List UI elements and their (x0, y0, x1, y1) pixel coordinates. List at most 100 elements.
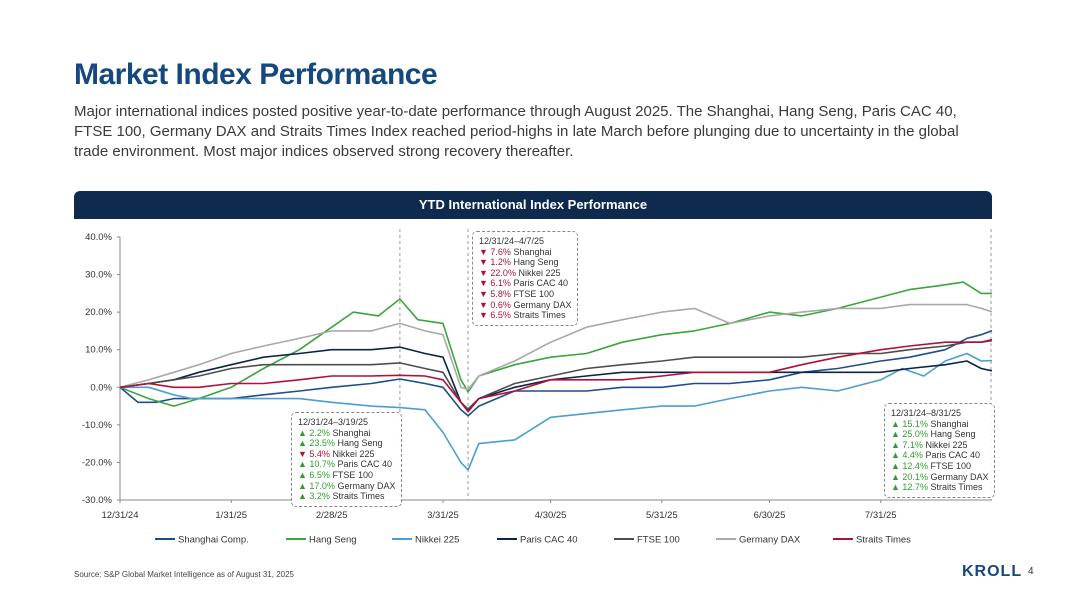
callout-row: ▼ 6.1% Paris CAC 40 (479, 278, 571, 289)
callout-box: 12/31/24–8/31/25 ▲ 15.1% Shanghai ▲ 25.0% … (884, 403, 996, 498)
down-arrow-icon: ▼ (479, 288, 491, 299)
callout-row: ▲ 12.4% FTSE 100 (891, 461, 988, 472)
callout-value: 1.2% (490, 257, 511, 268)
callout-value: 23.5% (309, 438, 335, 449)
callout-label: Nikkei 225 (922, 439, 968, 450)
callout-row: ▲ 15.1% Shanghai (891, 419, 988, 430)
page-subtitle: Major international indices posted posit… (74, 103, 959, 160)
callout-value: 20.1% (902, 471, 928, 482)
callout-label: Straits Times (510, 310, 566, 321)
down-arrow-icon: ▼ (479, 278, 491, 289)
callout-value: 22.0% (490, 267, 516, 278)
up-arrow-icon: ▲ (298, 438, 310, 449)
callout-value: 5.8% (490, 288, 511, 299)
series-line-shanghai-comp (119, 329, 993, 417)
legend-label: FTSE 100 (637, 535, 680, 546)
callout-label: Hang Seng (334, 438, 383, 449)
callout-row: ▼ 6.5% Straits Times (479, 310, 571, 321)
callout-row: ▲ 12.7% Straits Times (891, 482, 988, 493)
x-tick-label: 12/31/24 (102, 510, 139, 521)
up-arrow-icon: ▲ (891, 429, 903, 440)
callout-value: 6.5% (490, 310, 511, 321)
series-line-ftse-100 (119, 339, 993, 410)
legend-label: Germany DAX (739, 535, 801, 546)
callout-box: 12/31/24–3/19/25 ▲ 2.2% Shanghai ▲ 23.5% H… (291, 412, 403, 507)
up-arrow-icon: ▲ (891, 450, 903, 461)
callout-row: ▲ 17.0% Germany DAX (298, 481, 395, 492)
legend-label: Nikkei 225 (415, 535, 459, 546)
callout-label: Paris CAC 40 (510, 278, 568, 289)
series-line-germany-dax (119, 303, 993, 391)
up-arrow-icon: ▲ (298, 491, 310, 502)
callout-value: 15.1% (902, 418, 928, 429)
callout-value: 10.7% (309, 459, 335, 470)
up-arrow-icon: ▲ (891, 439, 903, 450)
y-tick-label: 0.0% (90, 382, 112, 393)
chart-axes: 40.0% 30.0% 20.0% 10.0% 0.0% -10.0% -20.0% -30.… (82, 232, 992, 521)
x-tick-label: 6/30/25 (754, 510, 786, 521)
callout-label: Nikkei 225 (329, 448, 375, 459)
callout-label: Straits Times (329, 491, 385, 502)
callout-value: 7.1% (902, 439, 923, 450)
callout-value: 6.5% (309, 469, 330, 480)
callout-label: FTSE 100 (510, 288, 554, 299)
callout-value: 25.0% (902, 429, 928, 440)
up-arrow-icon: ▲ (891, 418, 903, 429)
x-tick-label: 7/31/25 (865, 510, 897, 521)
x-tick-label: 1/31/25 (215, 510, 247, 521)
callout-row: ▼ 22.0% Nikkei 225 (479, 268, 571, 279)
down-arrow-icon: ▼ (479, 246, 491, 257)
chart-legend: Shanghai Comp. Hang Seng Nikkei 225 Paris C… (155, 535, 911, 546)
callout-row: ▲ 25.0% Hang Seng (891, 429, 988, 440)
up-arrow-icon: ▲ (298, 469, 310, 480)
legend-label: Paris CAC 40 (520, 535, 578, 546)
down-arrow-icon: ▼ (479, 310, 491, 321)
y-tick-label: -20.0% (82, 457, 113, 468)
callout-row: ▼ 5.8% FTSE 100 (479, 289, 571, 300)
x-tick-label: 5/31/25 (646, 510, 678, 521)
y-tick-label: 10.0% (85, 345, 112, 356)
series-line-nikkei-225 (120, 352, 993, 471)
page-title: Market Index Performance (74, 58, 438, 91)
callout-value: 12.4% (902, 460, 928, 471)
callout-box: 12/31/24–4/7/25 ▼ 7.6% Shanghai ▼ 1.2% Han… (472, 231, 579, 326)
callout-label: Straits Times (927, 482, 983, 493)
callout-label: Shanghai (329, 427, 371, 438)
callout-row: ▲ 2.2% Shanghai (298, 428, 395, 439)
callout-label: Hang Seng (510, 257, 559, 268)
callout-value: 7.6% (490, 246, 511, 257)
callout-value: 2.2% (309, 427, 330, 438)
callout-row: ▲ 10.7% Paris CAC 40 (298, 459, 395, 470)
callout-label: Germany DAX (927, 471, 989, 482)
legend-label: Hang Seng (309, 535, 357, 546)
callout-value: 12.7% (902, 482, 928, 493)
series-line-straits-times (119, 338, 993, 413)
page-number: 4 (1028, 566, 1034, 577)
callout-label: Nikkei 225 (515, 267, 561, 278)
callout-value: 3.2% (309, 491, 330, 502)
up-arrow-icon: ▲ (298, 427, 310, 438)
callout-label: Paris CAC 40 (334, 459, 392, 470)
callout-label: Germany DAX (334, 480, 396, 491)
legend-label: Shanghai Comp. (178, 535, 249, 546)
down-arrow-icon: ▼ (479, 257, 491, 268)
callout-row: ▲ 6.5% FTSE 100 (298, 470, 395, 481)
down-arrow-icon: ▼ (479, 267, 491, 278)
down-arrow-icon: ▼ (479, 299, 491, 310)
callout-label: Shanghai (927, 418, 969, 429)
chart-header: YTD International Index Performance (74, 191, 992, 219)
y-tick-label: 30.0% (85, 270, 112, 281)
up-arrow-icon: ▲ (891, 460, 903, 471)
up-arrow-icon: ▲ (298, 480, 310, 491)
down-arrow-icon: ▼ (298, 448, 310, 459)
callout-value: 4.4% (902, 450, 923, 461)
callout-label: Shanghai (510, 246, 552, 257)
y-tick-label: 20.0% (85, 307, 112, 318)
callout-title: 12/31/24–8/31/25 (891, 408, 962, 418)
callout-row: ▲ 3.2% Straits Times (298, 491, 395, 502)
y-tick-label: -30.0% (82, 495, 113, 506)
source-note: Source: S&P Global Market Intelligence a… (74, 570, 294, 579)
callout-label: Paris CAC 40 (922, 450, 980, 461)
kroll-logo: KROLL (962, 563, 1023, 580)
